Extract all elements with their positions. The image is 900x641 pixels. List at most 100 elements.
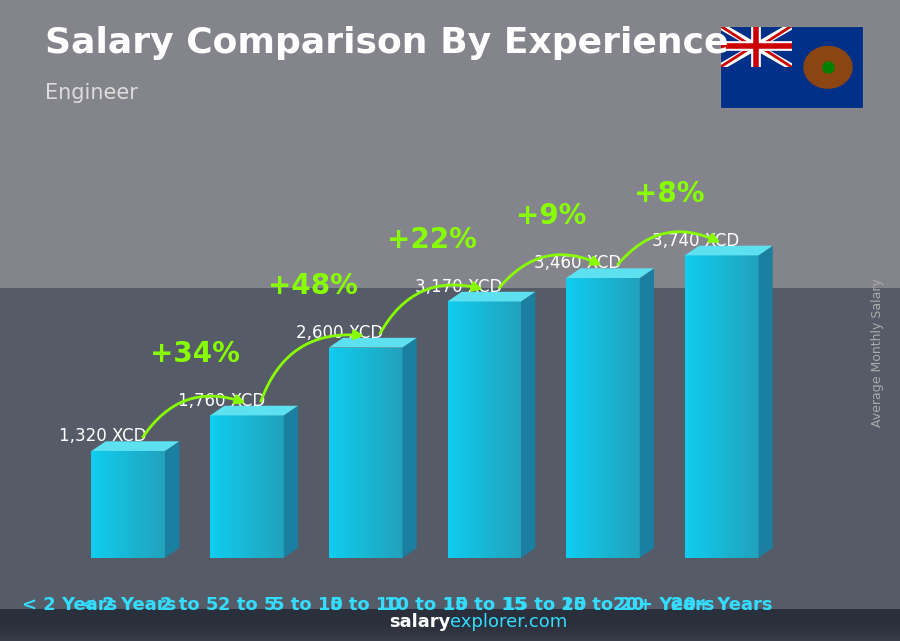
Bar [362,347,366,558]
Bar [715,255,718,558]
Bar [229,415,232,558]
Bar [143,451,147,558]
Bar [692,255,697,558]
Bar [507,301,510,558]
Bar [0,619,900,635]
Bar [470,301,473,558]
Bar [570,278,574,558]
Text: +34%: +34% [149,340,239,368]
Bar [729,255,733,558]
Text: +22%: +22% [387,226,477,254]
Bar [580,278,585,558]
Bar [113,451,118,558]
Bar [725,255,729,558]
Bar [337,347,340,558]
Bar [103,451,106,558]
Bar [0,616,900,632]
Bar [110,451,113,558]
Circle shape [804,47,852,88]
Bar [161,451,166,558]
Polygon shape [759,246,773,558]
Bar [696,255,700,558]
Bar [518,301,521,558]
Bar [599,278,603,558]
Bar [0,617,900,633]
Bar [0,617,900,633]
Bar [0,620,900,636]
Polygon shape [447,292,536,301]
Text: 3,170 XCD: 3,170 XCD [415,278,502,296]
Bar [743,255,748,558]
Text: 5 to 10: 5 to 10 [272,596,343,614]
Text: Engineer: Engineer [45,83,138,103]
Bar [752,255,755,558]
Bar [0,624,900,640]
Bar [0,616,900,632]
Bar [377,347,381,558]
Bar [129,451,132,558]
Bar [0,610,900,626]
Text: Salary Comparison By Experience: Salary Comparison By Experience [45,26,728,60]
Bar [225,415,229,558]
Bar [0,611,900,627]
Bar [365,347,370,558]
Bar [0,618,900,634]
Bar [0,617,900,633]
Bar [373,347,377,558]
Text: +9%: +9% [516,203,586,230]
Text: 15 to 20: 15 to 20 [562,596,644,614]
Bar [514,301,518,558]
Bar [0,613,900,629]
Bar [621,278,626,558]
Bar [596,278,599,558]
Bar [232,415,236,558]
Text: 2 to 5: 2 to 5 [218,596,276,614]
Bar [388,347,392,558]
Bar [150,451,154,558]
Text: explorer.com: explorer.com [450,613,567,631]
Bar [459,301,463,558]
Bar [566,278,570,558]
Bar [0,623,900,640]
Bar [0,614,900,629]
Polygon shape [521,292,535,558]
Bar [573,278,578,558]
Bar [466,301,470,558]
Bar [0,610,900,626]
Bar [243,415,248,558]
Bar [0,614,900,630]
Bar [280,415,284,558]
Bar [484,301,488,558]
Bar [473,301,477,558]
Bar [0,619,900,635]
Bar [211,415,214,558]
Bar [747,255,752,558]
Bar [0,618,900,634]
Text: 1,320 XCD: 1,320 XCD [58,428,147,445]
Bar [106,451,110,558]
Polygon shape [284,406,298,558]
Bar [626,278,629,558]
Bar [607,278,610,558]
Bar [633,278,636,558]
Bar [491,301,496,558]
Bar [347,347,351,558]
Bar [381,347,384,558]
Bar [124,451,129,558]
Bar [0,615,900,631]
Text: 3,460 XCD: 3,460 XCD [534,254,621,272]
Bar [0,622,900,638]
Bar [447,301,452,558]
Polygon shape [211,406,298,415]
Bar [92,451,95,558]
Bar [266,415,269,558]
Bar [344,347,347,558]
Bar [499,301,503,558]
Bar [503,301,507,558]
Bar [384,347,388,558]
Text: 20+ Years: 20+ Years [613,596,715,614]
Bar [351,347,355,558]
Bar [0,613,900,629]
Bar [158,451,162,558]
Bar [269,415,273,558]
